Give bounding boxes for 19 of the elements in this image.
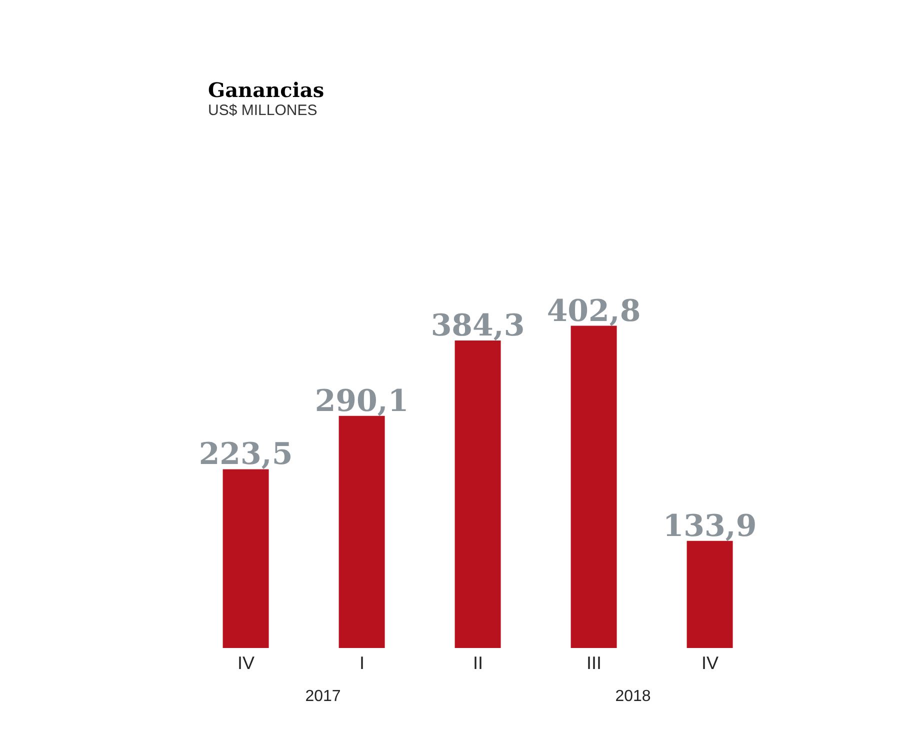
bar (570, 326, 617, 648)
chart-subtitle: US$ MILLONES (208, 102, 318, 119)
data-label: 133,9 (662, 508, 757, 544)
bar (454, 340, 501, 648)
bar (222, 469, 269, 648)
data-label: 223,5 (198, 437, 293, 472)
x-tick-label: IV (237, 652, 255, 673)
bar (686, 540, 733, 648)
bar (338, 416, 385, 648)
data-label: 384,3 (430, 308, 525, 344)
x-tick-label: III (586, 652, 602, 673)
text: 2017 (305, 688, 341, 706)
data-label: 290,1 (314, 384, 409, 419)
x-tick-label: IV (701, 652, 719, 673)
x-tick-label: II (472, 652, 484, 673)
data-label: 402,8 (546, 294, 641, 329)
text: 2018 (615, 688, 651, 706)
x-tick-label: I (359, 652, 365, 673)
chart-title: Ganancias (208, 78, 324, 102)
